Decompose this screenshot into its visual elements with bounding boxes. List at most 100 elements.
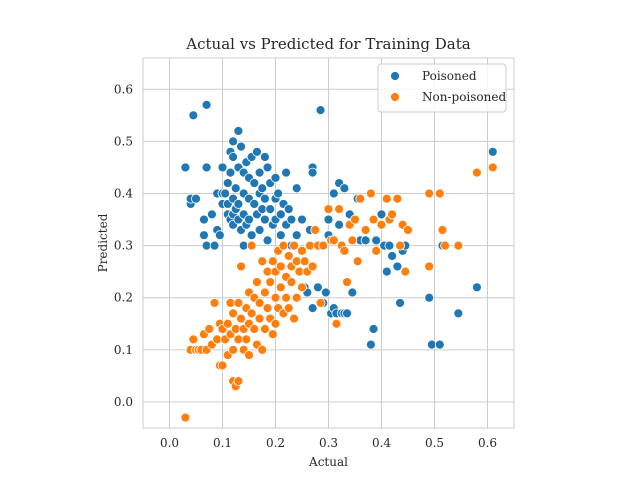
data-point — [180, 412, 191, 423]
data-point — [376, 209, 387, 220]
data-point — [233, 376, 244, 386]
data-point — [395, 240, 405, 251]
data-point — [334, 219, 345, 230]
data-point — [257, 344, 268, 355]
y-tick-label: 0.4 — [114, 186, 133, 200]
data-point — [315, 298, 326, 308]
data-point — [191, 193, 201, 204]
data-point — [387, 209, 398, 220]
data-point — [434, 188, 445, 199]
data-point — [424, 292, 435, 303]
data-point — [199, 214, 209, 225]
series-non-poisoned — [180, 162, 498, 423]
chart-title: Actual vs Predicted for Training Data — [185, 35, 471, 53]
data-point — [331, 318, 342, 329]
data-point — [252, 277, 262, 287]
data-point — [259, 152, 270, 162]
data-point — [244, 350, 254, 360]
data-point — [487, 162, 498, 173]
x-tick-label: 0.5 — [425, 436, 444, 450]
data-point — [225, 167, 236, 178]
data-point — [230, 183, 241, 194]
data-point — [265, 204, 276, 215]
data-point — [297, 245, 307, 256]
data-point — [249, 178, 260, 188]
data-point — [222, 178, 233, 188]
legend-label-poisoned: Poisoned — [422, 69, 477, 83]
data-point — [236, 313, 246, 324]
data-point — [233, 298, 244, 308]
data-point — [259, 193, 270, 204]
x-tick-labels: 0.0 0.1 0.2 0.3 0.4 0.5 0.6 — [160, 436, 497, 450]
y-tick-label: 0.0 — [114, 395, 133, 409]
y-axis-label: Predicted — [96, 213, 110, 272]
data-point — [381, 266, 392, 277]
data-point — [233, 199, 244, 209]
x-tick-label: 0.6 — [478, 436, 497, 450]
data-point — [328, 235, 339, 246]
data-point — [209, 240, 220, 251]
data-point — [275, 282, 286, 293]
data-point — [228, 344, 239, 355]
data-point — [471, 282, 482, 293]
data-point — [352, 256, 363, 267]
data-point — [180, 162, 191, 173]
data-point — [392, 193, 403, 204]
data-point — [246, 308, 257, 319]
data-point — [270, 318, 281, 329]
data-point — [381, 193, 392, 204]
data-point — [323, 214, 334, 225]
data-point — [246, 230, 257, 241]
legend: Poisoned Non-poisoned — [377, 63, 507, 113]
data-point — [259, 287, 270, 298]
x-tick-label: 0.4 — [372, 436, 391, 450]
data-point — [392, 261, 403, 272]
y-tick-label: 0.6 — [114, 82, 133, 96]
data-point — [217, 162, 228, 173]
data-point — [440, 240, 451, 251]
data-point — [236, 141, 246, 152]
data-point — [424, 261, 435, 272]
data-point — [249, 324, 260, 334]
data-point — [283, 251, 294, 261]
data-point — [453, 240, 464, 251]
data-point — [395, 298, 405, 308]
data-point — [318, 240, 329, 251]
data-point — [424, 188, 435, 199]
data-point — [291, 292, 302, 303]
data-point — [291, 230, 302, 241]
data-point — [339, 245, 350, 256]
data-point — [278, 240, 289, 251]
data-point — [347, 235, 358, 246]
data-point — [320, 287, 331, 298]
data-point — [283, 303, 294, 314]
data-point — [360, 235, 371, 246]
y-tick-label: 0.3 — [114, 239, 133, 253]
data-point — [307, 303, 318, 314]
data-point — [289, 313, 299, 324]
data-point — [217, 360, 228, 371]
data-point — [403, 225, 413, 235]
data-point — [286, 214, 297, 225]
data-point — [257, 256, 268, 267]
data-point — [244, 214, 254, 225]
legend-box — [377, 63, 507, 113]
data-point — [214, 230, 225, 241]
data-points — [180, 100, 498, 423]
legend-marker-non-poisoned — [390, 92, 400, 102]
y-tick-label: 0.2 — [114, 291, 133, 305]
data-point — [365, 339, 376, 350]
data-point — [283, 204, 294, 215]
data-point — [265, 277, 276, 287]
data-point — [376, 219, 387, 230]
data-point — [291, 183, 302, 194]
data-point — [259, 324, 270, 334]
data-point — [257, 183, 268, 194]
data-point — [206, 209, 217, 220]
data-point — [328, 188, 339, 199]
data-point — [259, 214, 270, 225]
data-point — [487, 146, 498, 157]
data-point — [371, 245, 382, 256]
data-point — [228, 308, 239, 319]
